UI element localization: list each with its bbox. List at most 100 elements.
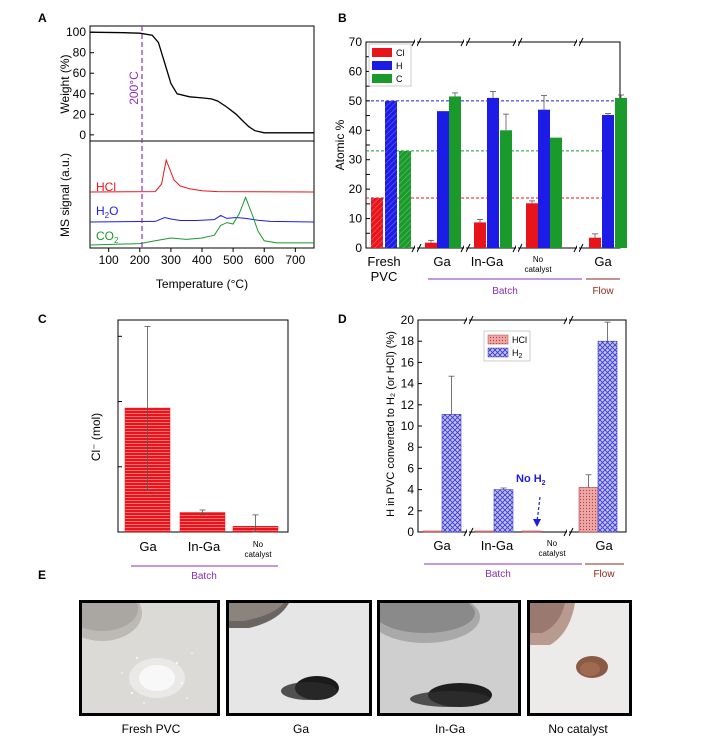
bar-cl <box>371 197 383 248</box>
bar-hcl <box>474 530 495 533</box>
h-tick-label: 20 <box>401 313 415 327</box>
caption-ga: Ga <box>292 722 309 736</box>
bar-h <box>437 111 449 249</box>
ga-image <box>229 603 369 713</box>
axis-break-top-gap <box>516 37 518 47</box>
legend-swatch-hcl <box>487 334 509 345</box>
legend-swatch <box>372 61 392 70</box>
atomic-tick-label: 0 <box>355 241 362 255</box>
category-label: catalyst <box>244 550 272 559</box>
temperature-tick-label: 700 <box>285 253 305 267</box>
weight-tick-label: 80 <box>73 46 87 60</box>
axis-break-bottom-gap <box>577 243 579 253</box>
bar-h2 <box>493 489 514 533</box>
panel-d-label: D <box>338 312 347 326</box>
panel-a-label: A <box>38 11 47 25</box>
category-label: No <box>533 255 544 264</box>
legend-swatch <box>372 74 392 83</box>
bar-hcl <box>521 530 542 533</box>
bar-cl <box>589 237 601 248</box>
axis-break-bottom-gap <box>467 527 469 537</box>
bar-h <box>385 100 397 248</box>
batch-group-label-d: Batch <box>485 569 511 580</box>
h2o-series-label: H2O <box>96 204 118 220</box>
ms-plot-frame <box>89 140 315 249</box>
h-tick-label: 16 <box>401 355 415 369</box>
chloride-axis-label: Cl⁻ (mol) <box>89 413 103 461</box>
panel-a: A 0 20 40 60 80 100 100 200 300 400 500 600 700 200… <box>38 11 315 291</box>
bar-h2 <box>441 414 462 533</box>
category-label: In-Ga <box>471 254 504 269</box>
category-label: Ga <box>433 254 451 269</box>
legend-label-cl: Cl <box>396 48 405 58</box>
category-label: Ga <box>139 539 157 554</box>
caption-fresh-pvc: Fresh PVC <box>121 722 181 736</box>
bar-c <box>399 150 411 248</box>
axis-break-top-gap <box>464 37 466 47</box>
legend-swatch <box>372 48 392 57</box>
category-label: PVC <box>371 269 398 284</box>
no-h2-arrow-line <box>536 496 541 523</box>
panel-c-bars <box>124 326 279 533</box>
bar-hcl <box>422 530 443 533</box>
legend-label-h2: H2 <box>512 348 523 360</box>
temperature-axis-ticks: 100 200 300 400 500 600 700 <box>99 248 306 267</box>
h-conversion-axis-label: H in PVC converted to H₂ (or HCl) (%) <box>385 331 397 517</box>
weight-tick-label: 100 <box>66 25 86 39</box>
temperature-tick-label: 600 <box>254 253 274 267</box>
flow-group-label: Flow <box>592 286 614 297</box>
panel-d-legend: HCl H2 <box>483 330 531 362</box>
weight-tick-label: 20 <box>73 107 87 121</box>
category-label: No <box>253 540 264 549</box>
photo-fresh-pvc <box>79 600 220 716</box>
legend-label-h: H <box>396 61 403 71</box>
h-tick-label: 14 <box>401 377 415 391</box>
batch-group-label: Batch <box>492 286 518 297</box>
atomic-tick-label: 50 <box>349 94 363 108</box>
bar-cl <box>526 203 538 248</box>
no-catalyst-image <box>530 603 629 713</box>
photo-in-ga <box>377 600 521 716</box>
bar-c <box>500 130 512 248</box>
atomic-tick-label: 10 <box>349 212 363 226</box>
panel-b-legend: Cl HC <box>368 43 412 87</box>
panel-d: D 0 2 4 6 8 10 12 14 16 18 20 H in PVC converted t… <box>338 312 627 580</box>
co2-series-label: CO2 <box>96 229 119 245</box>
panel-b-axis-ticks: 0 10 20 30 40 50 60 70 <box>349 35 370 255</box>
h-tick-label: 12 <box>401 398 415 412</box>
weight-tick-label: 60 <box>73 66 87 80</box>
h-tick-label: 8 <box>407 440 414 454</box>
h-tick-label: 6 <box>407 461 414 475</box>
h-tick-label: 2 <box>407 504 414 518</box>
temperature-tick-label: 200 <box>130 253 150 267</box>
bar-hcl <box>578 487 599 533</box>
temperature-axis-label: Temperature (°C) <box>156 277 248 291</box>
weight-axis-ticks: 0 20 40 60 80 100 <box>66 25 94 142</box>
atomic-tick-label: 40 <box>349 123 363 137</box>
bar-h <box>602 114 614 249</box>
no-h2-annotation: No H2 <box>516 473 546 487</box>
panel-c-label: C <box>38 312 47 326</box>
photo-no-catalyst <box>527 600 632 716</box>
bar-c <box>550 137 562 248</box>
batch-group-label-c: Batch <box>191 571 217 582</box>
bar-h <box>538 109 550 248</box>
caption-no-catalyst: No catalyst <box>548 722 608 736</box>
200c-marker-label: 200°C <box>127 71 141 105</box>
panel-b: B 0 10 20 30 40 50 60 70 Atomic % Cl HC FreshPVC… <box>333 11 627 297</box>
h-tick-label: 0 <box>407 525 414 539</box>
temperature-tick-label: 300 <box>161 253 181 267</box>
bar-h <box>487 97 499 249</box>
panel-b-label: B <box>338 11 347 25</box>
axis-break-top-gap <box>577 37 579 47</box>
fresh-pvc-image <box>82 603 217 713</box>
bar-c <box>615 97 627 249</box>
bar-cl <box>425 242 437 248</box>
category-label: Ga <box>433 538 451 553</box>
category-label: Ga <box>594 254 612 269</box>
panel-d-bars <box>422 321 618 533</box>
axis-break-top-gap <box>567 315 569 325</box>
bar-c <box>449 96 461 248</box>
